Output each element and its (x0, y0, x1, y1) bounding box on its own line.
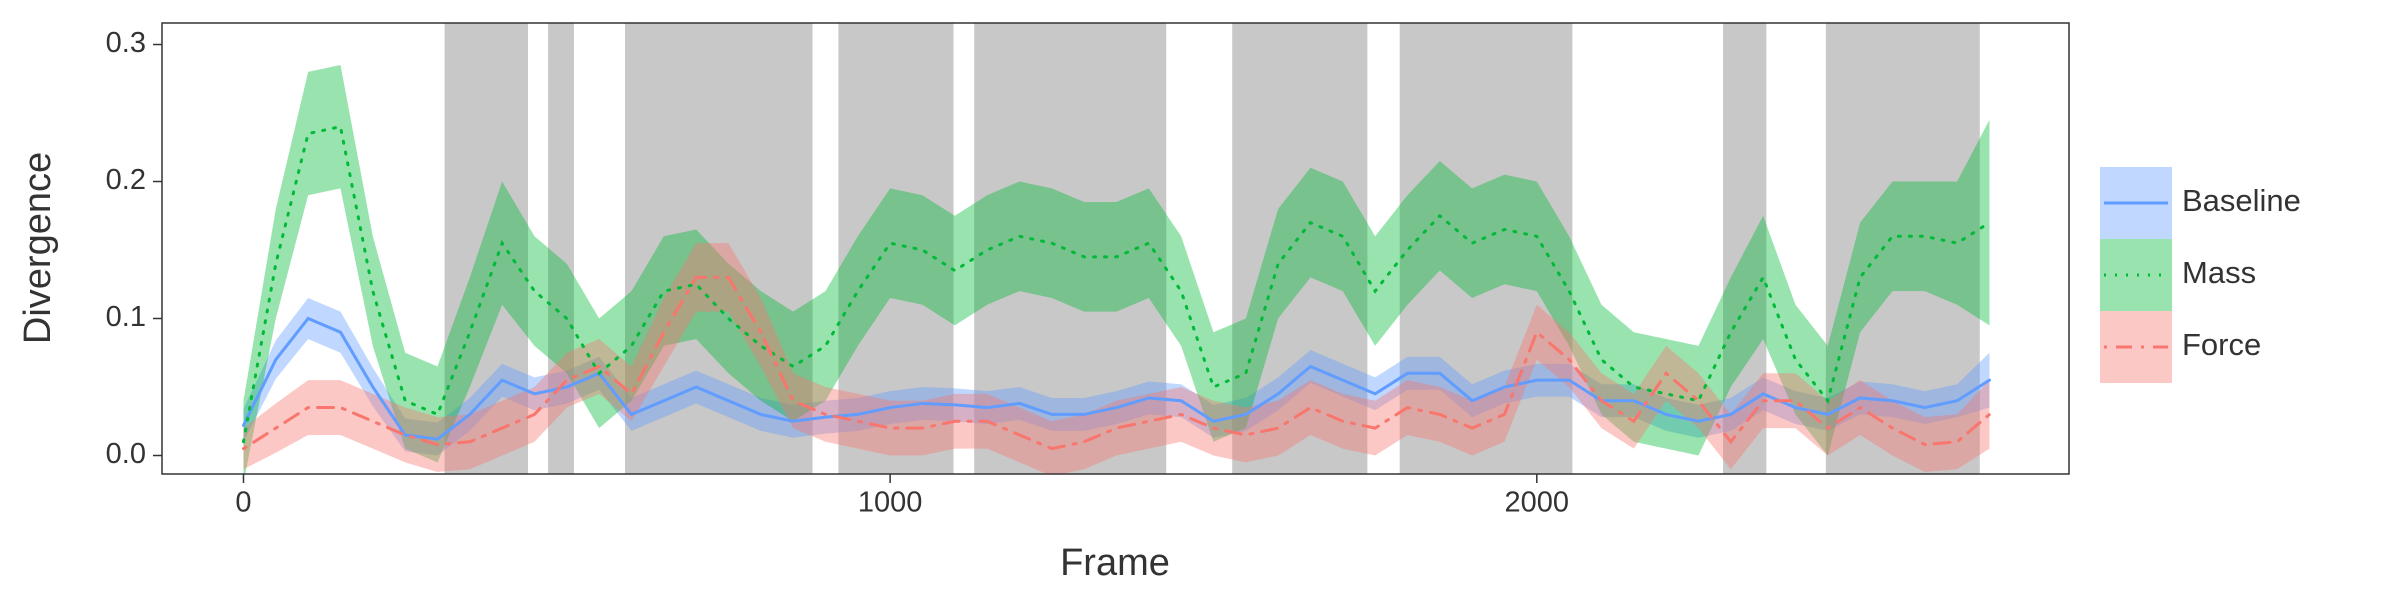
y-tick-label: 0.1 (106, 301, 146, 333)
shaded-region (625, 23, 813, 474)
x-axis-label: Frame (1060, 542, 1170, 584)
line (241, 316, 1991, 441)
shaded-region (548, 23, 574, 474)
shaded-region (974, 23, 1167, 474)
line (241, 124, 1991, 444)
shaded-region (1723, 23, 1767, 474)
legend-label: Mass (2182, 255, 2256, 290)
shaded-region (1825, 23, 1980, 474)
plot-area (241, 23, 1991, 474)
y-axis-label: Divergence (17, 152, 59, 344)
ribbon (243, 243, 1990, 474)
legend-label: Baseline (2182, 183, 2301, 218)
y-tick-label: 0.2 (106, 164, 146, 196)
shaded-region (1399, 23, 1573, 474)
plot-border (161, 22, 2070, 475)
y-tick-label: 0.3 (106, 27, 146, 59)
shaded-region (838, 23, 954, 474)
x-tick-label: 1000 (858, 487, 923, 519)
x-tick-label: 0 (235, 487, 251, 519)
x-tick-label: 2000 (1505, 487, 1570, 519)
shaded-region (1232, 23, 1368, 474)
y-tick-label: 0.0 (106, 438, 146, 470)
legend: Baseline Mass Force (2100, 167, 2301, 383)
ribbon (243, 65, 1990, 474)
legend-label: Force (2182, 327, 2261, 362)
line (241, 275, 1991, 451)
legend-key (2100, 239, 2172, 311)
axes: 0 1000 2000 0.0 0.1 0.2 0.3 (106, 27, 1569, 518)
